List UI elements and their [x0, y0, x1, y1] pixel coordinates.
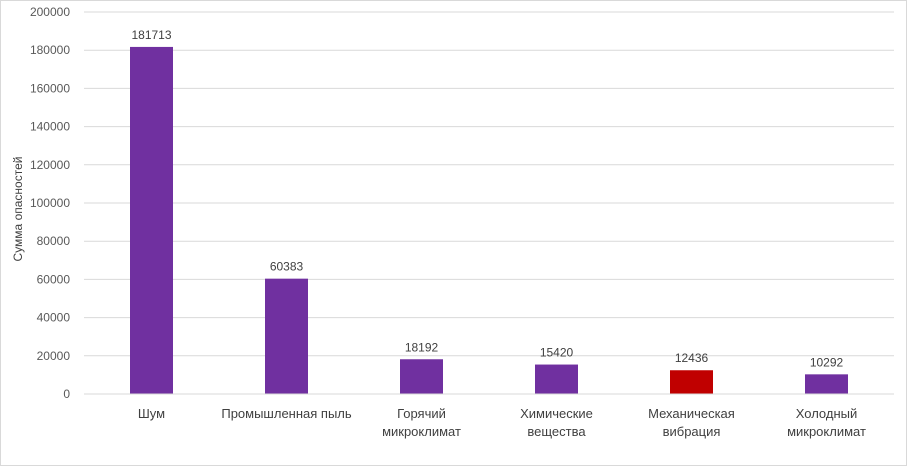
category-label: вибрация: [663, 424, 721, 439]
data-label: 18192: [405, 340, 439, 354]
category-label: Холодный: [796, 406, 858, 421]
y-tick-label: 140000: [30, 120, 70, 134]
y-tick-label: 120000: [30, 158, 70, 172]
bar: [805, 374, 848, 394]
data-labels: 181713 60383 18192 15420 12436 10292: [131, 28, 843, 369]
category-label: микроклимат: [382, 424, 461, 439]
category-label: вещества: [527, 424, 586, 439]
y-tick-label: 180000: [30, 43, 70, 57]
bar: [130, 46, 173, 395]
gridlines: [84, 11, 894, 357]
y-tick-label: 200000: [30, 5, 70, 19]
category-label: Шум: [138, 406, 165, 421]
data-label: 181713: [131, 28, 171, 42]
category-label: Промышленная пыль: [221, 406, 352, 421]
y-tick-label: 20000: [37, 349, 71, 363]
y-tick-label: 0: [63, 387, 70, 401]
category-label: Механическая: [648, 406, 735, 421]
y-tick-label: 40000: [37, 311, 71, 325]
data-label: 60383: [270, 260, 304, 274]
data-label: 15420: [540, 346, 574, 360]
category-label: Горячий: [397, 406, 446, 421]
bar: [400, 359, 443, 394]
bars: [130, 46, 848, 395]
y-tick-label: 60000: [37, 272, 71, 286]
data-label: 12436: [675, 351, 709, 365]
category-label: микроклимат: [787, 424, 866, 439]
y-tick-label: 80000: [37, 234, 71, 248]
bar: [265, 278, 308, 394]
data-label: 10292: [810, 355, 844, 369]
x-axis-categories: Шум Промышленная пыль Горячий микроклимат Хи…: [138, 406, 866, 439]
y-tick-label: 160000: [30, 81, 70, 95]
y-tick-label: 100000: [30, 196, 70, 210]
category-label: Химические: [520, 406, 593, 421]
bar: [670, 370, 713, 394]
y-axis-label: Сумма опасностей: [11, 157, 25, 262]
bar: [535, 364, 578, 394]
y-axis-ticks: 0 20000 40000 60000 80000 100000 120000 140000 1…: [30, 5, 70, 401]
